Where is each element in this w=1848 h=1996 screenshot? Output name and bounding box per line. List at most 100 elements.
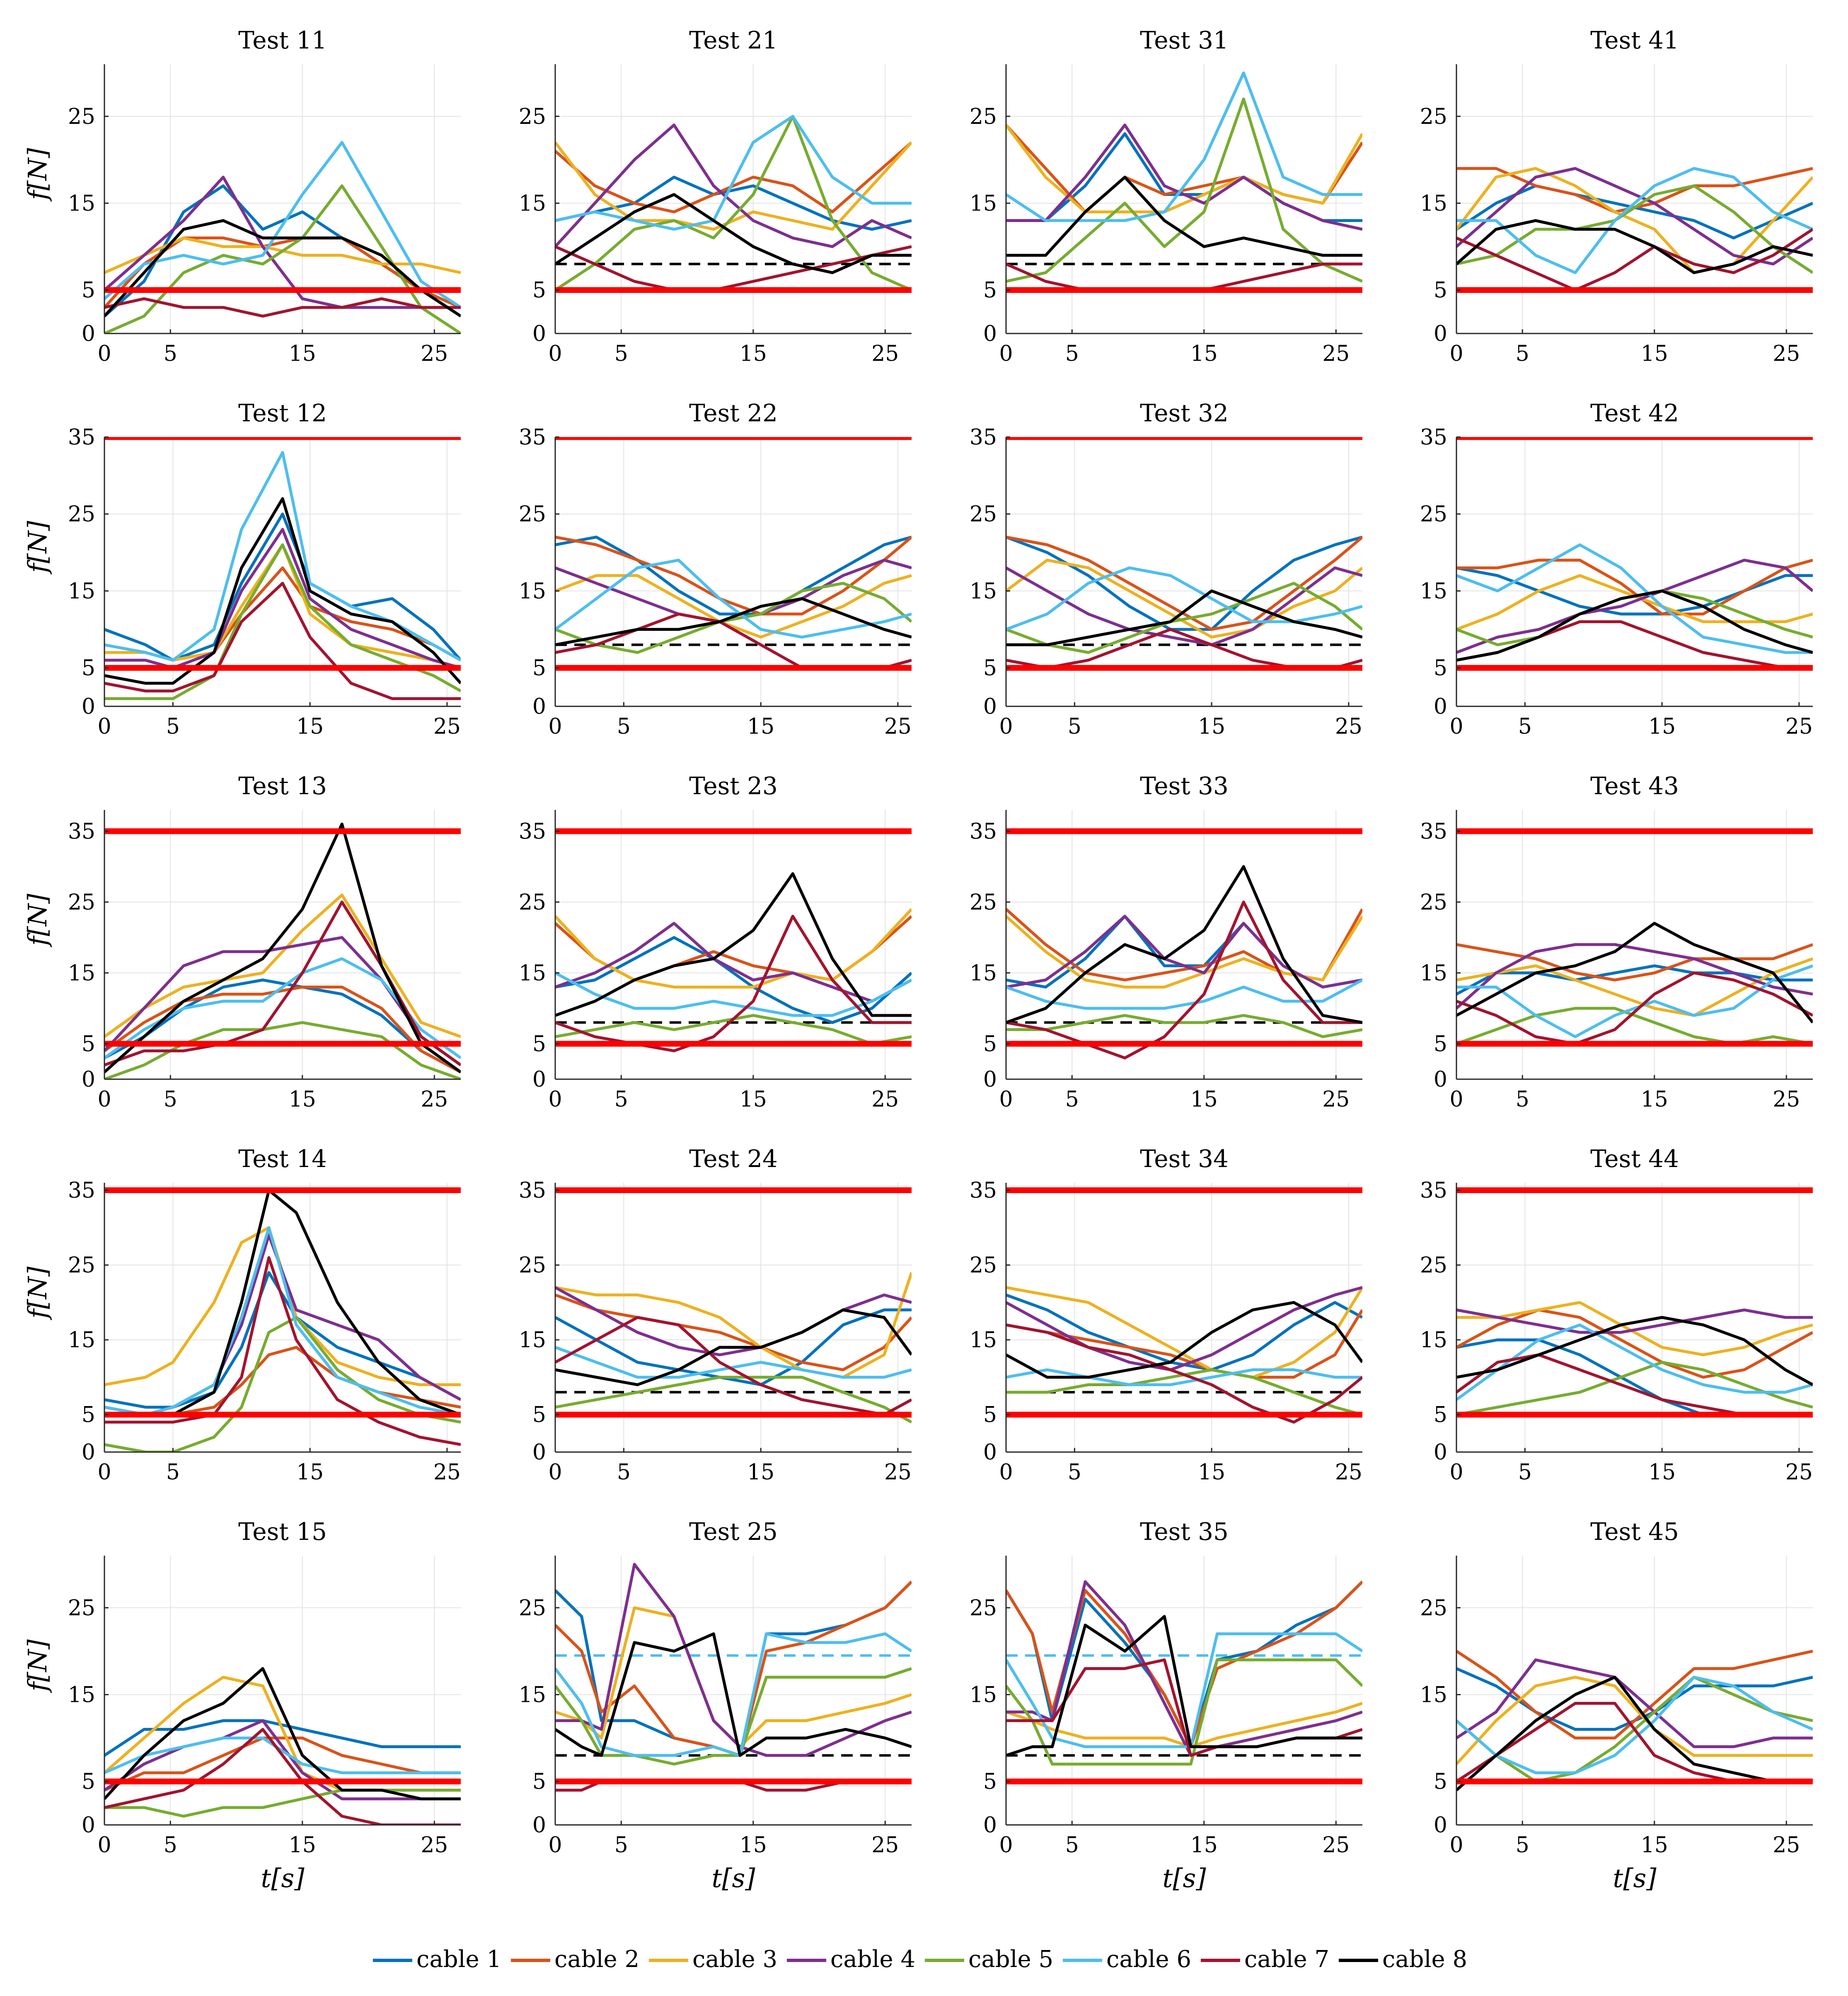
x-axis-label: t[s] [1613, 1863, 1657, 1893]
x-tick-label: 25 [421, 1833, 448, 1858]
series-line-cable-4 [555, 1286, 912, 1356]
y-tick-label: 35 [1420, 819, 1447, 844]
series-line-cable-8 [1456, 589, 1813, 662]
x-tick-label: 0 [1449, 1833, 1463, 1858]
x-tick-label: 25 [871, 1087, 899, 1112]
subplot-title: Test 45 [1590, 1518, 1679, 1546]
subplot-test-14: 0 5 15 25 0 5 15 25 35 Test 14 f[N] [22, 1145, 461, 1485]
subplot-test-45: 0 5 15 25 0 5 15 25 Test 45 t[s] [1420, 1518, 1813, 1893]
x-tick-label: 25 [1335, 714, 1362, 739]
y-tick-label: 15 [1420, 191, 1447, 216]
series-line-cable-8 [1006, 589, 1362, 646]
series-line-cable-2 [555, 141, 912, 213]
x-tick-label: 5 [1516, 1087, 1529, 1112]
y-tick-label: 15 [970, 1682, 997, 1707]
y-tick-label: 5 [983, 1032, 997, 1056]
series-line-cable-5 [104, 1788, 461, 1818]
y-tick-label: 15 [519, 1328, 546, 1353]
y-tick-label: 5 [82, 1403, 95, 1428]
y-tick-label: 5 [1434, 1769, 1447, 1794]
y-axis-label: f[N] [22, 147, 53, 201]
series-line-cable-3 [104, 893, 461, 1038]
subplot-title: Test 13 [238, 772, 327, 800]
subplot-title: Test 24 [689, 1145, 778, 1173]
series-line-cable-4 [1456, 558, 1813, 654]
series-line-cable-2 [104, 986, 461, 1073]
series-line-cable-7 [104, 900, 461, 1067]
series-line-cable-2 [555, 535, 912, 616]
x-tick-label: 15 [1641, 1833, 1668, 1858]
x-tick-label: 5 [164, 341, 177, 366]
x-tick-label: 5 [1518, 1460, 1532, 1485]
x-tick-label: 15 [740, 1833, 767, 1858]
series-line-cable-3 [555, 141, 912, 231]
legend-item-cable-7: cable 7 [1201, 1946, 1329, 1973]
subplot-test-32: 0 5 15 25 0 5 15 25 35 Test 32 [970, 399, 1362, 739]
y-tick-label: 15 [970, 579, 997, 604]
x-tick-label: 0 [97, 1833, 111, 1858]
x-tick-label: 5 [164, 1833, 177, 1858]
series-line-cable-5 [104, 184, 461, 333]
x-tick-label: 5 [1516, 341, 1529, 366]
x-tick-label: 5 [614, 1087, 628, 1112]
legend-label: cable 6 [1106, 1946, 1191, 1973]
x-tick-label: 5 [614, 1833, 628, 1858]
series-line-cable-7 [1006, 900, 1362, 1060]
y-tick-label: 25 [970, 104, 997, 129]
y-tick-label: 0 [1434, 321, 1447, 346]
series-line-cable-6 [104, 1736, 461, 1774]
series-line-cable-4 [555, 922, 912, 1003]
x-tick-label: 15 [747, 714, 774, 739]
series-line-cable-7 [555, 915, 912, 1053]
y-tick-label: 5 [532, 278, 546, 303]
x-tick-label: 25 [1773, 341, 1800, 366]
x-tick-label: 0 [97, 1460, 111, 1485]
series-line-cable-3 [1456, 167, 1813, 274]
series-line-cable-5 [1006, 582, 1362, 654]
legend-item-cable-2: cable 2 [511, 1946, 639, 1973]
plot-area [1456, 167, 1813, 293]
series-line-cable-8 [555, 1632, 912, 1757]
x-tick-label: 15 [1190, 1087, 1218, 1112]
y-tick-label: 35 [68, 819, 95, 844]
x-tick-label: 15 [1190, 341, 1218, 366]
subplot-test-13: 0 5 15 25 0 5 15 25 35 Test 13 f[N] [22, 772, 461, 1112]
series-line-cable-8 [104, 497, 461, 685]
series-line-cable-4 [104, 936, 461, 1066]
series-line-cable-1 [104, 1271, 461, 1409]
y-tick-label: 5 [983, 1403, 997, 1428]
y-tick-label: 5 [983, 1769, 997, 1794]
plot-area [104, 1187, 461, 1452]
series-line-cable-5 [1456, 1007, 1813, 1045]
x-tick-label: 5 [1065, 1087, 1079, 1112]
series-line-cable-7 [555, 245, 912, 292]
series-line-cable-7 [1006, 1323, 1362, 1424]
y-tick-label: 0 [82, 694, 95, 719]
x-tick-label: 25 [433, 1460, 461, 1485]
x-tick-label: 0 [548, 714, 562, 739]
y-tick-label: 0 [983, 321, 997, 346]
y-tick-label: 25 [519, 502, 546, 527]
y-tick-label: 5 [82, 1769, 95, 1794]
y-tick-label: 0 [532, 1067, 546, 1092]
plot-area [1006, 828, 1362, 1060]
series-line-cable-5 [104, 1316, 461, 1452]
y-tick-label: 5 [532, 656, 546, 681]
y-tick-label: 0 [983, 1067, 997, 1092]
legend-item-cable-1: cable 1 [373, 1946, 501, 1973]
series-line-cable-3 [555, 908, 912, 989]
y-tick-label: 5 [532, 1032, 546, 1056]
series-line-cable-4 [1456, 1658, 1813, 1748]
series-line-cable-2 [555, 1293, 912, 1371]
y-tick-label: 0 [82, 1067, 95, 1092]
y-tick-label: 35 [970, 425, 997, 450]
y-axis-label: f[N] [22, 520, 53, 574]
legend: cable 1 cable 2 cable 3 cable 4 cable 5 cable… [373, 1946, 1467, 1973]
y-tick-label: 15 [68, 191, 95, 216]
x-tick-label: 25 [1785, 1460, 1813, 1485]
y-tick-label: 5 [1434, 278, 1447, 303]
x-tick-label: 5 [1516, 1833, 1529, 1858]
series-line-cable-5 [555, 115, 912, 292]
x-tick-label: 5 [1518, 714, 1532, 739]
